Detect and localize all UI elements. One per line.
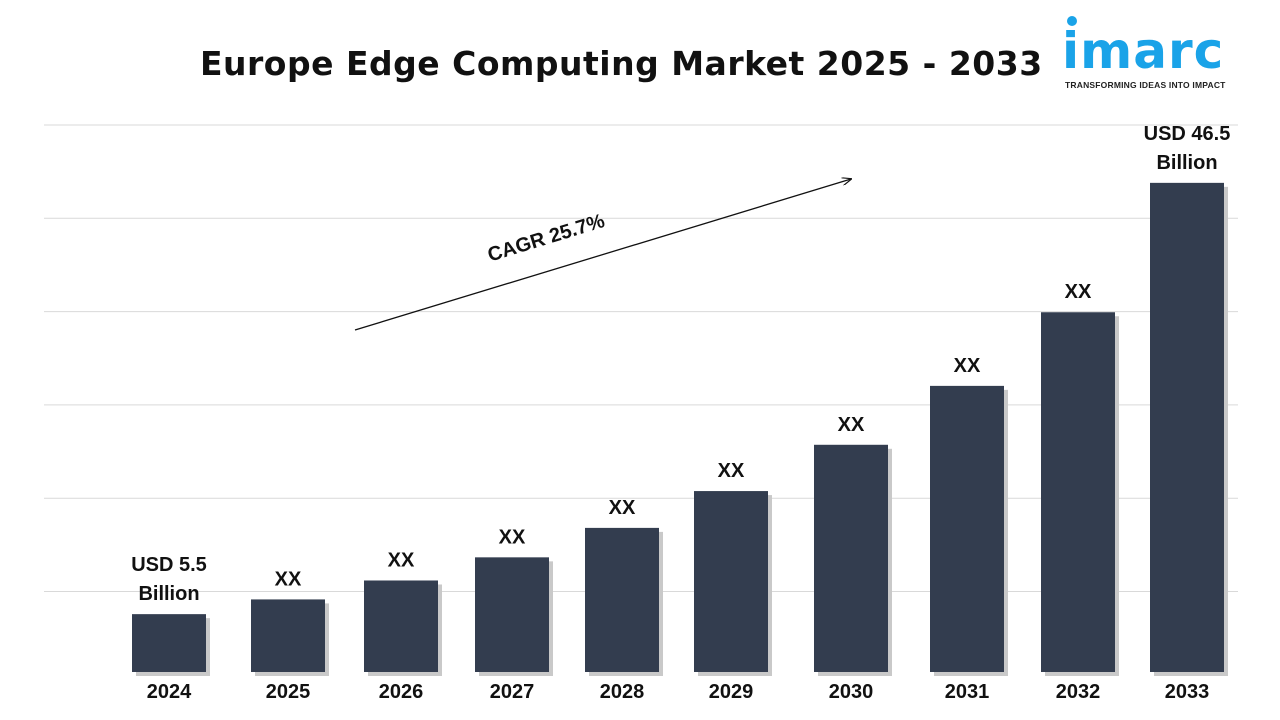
x-tick-label: 2029 bbox=[709, 681, 754, 703]
logo-dot-icon bbox=[1067, 16, 1077, 26]
imarc-logo: imarc TRANSFORMING IDEAS INTO IMPACT bbox=[1062, 14, 1247, 94]
cagr-arrow bbox=[354, 179, 851, 331]
bar-2031 bbox=[930, 385, 1004, 672]
bar-2030 bbox=[814, 444, 888, 672]
bar-2029 bbox=[694, 491, 768, 672]
x-tick-labels: 2024 2025 2026 2027 2028 2029 2030 2031 2032 2033 bbox=[147, 681, 1210, 703]
x-tick-label: 2028 bbox=[600, 681, 645, 703]
data-label: XX bbox=[1065, 281, 1092, 303]
bar-2032 bbox=[1041, 312, 1115, 672]
bar-2024 bbox=[132, 614, 206, 672]
x-tick-label: 2030 bbox=[829, 681, 874, 703]
data-label: XX bbox=[388, 549, 415, 571]
bar-2028 bbox=[585, 527, 659, 672]
x-tick-label: 2033 bbox=[1165, 681, 1210, 703]
x-tick-label: 2032 bbox=[1056, 681, 1101, 703]
data-label: USD 46.5 bbox=[1144, 123, 1231, 145]
data-label: XX bbox=[275, 568, 302, 590]
data-label: USD 5.5 bbox=[131, 554, 207, 576]
bar-2025 bbox=[251, 599, 325, 672]
bar-2026 bbox=[364, 580, 438, 672]
bars bbox=[132, 182, 1228, 676]
data-label: XX bbox=[609, 497, 636, 519]
x-tick-label: 2025 bbox=[266, 681, 311, 703]
data-label: XX bbox=[954, 355, 981, 377]
data-label: XX bbox=[838, 414, 865, 436]
x-tick-label: 2026 bbox=[379, 681, 424, 703]
bar-2027 bbox=[475, 557, 549, 672]
bar-2033 bbox=[1150, 182, 1224, 672]
x-tick-label: 2031 bbox=[945, 681, 990, 703]
data-label: XX bbox=[718, 460, 745, 482]
cagr-annotation: CAGR 25.7% bbox=[354, 179, 851, 331]
data-label: Billion bbox=[1156, 152, 1217, 174]
x-tick-label: 2027 bbox=[490, 681, 535, 703]
data-label: Billion bbox=[138, 583, 199, 605]
data-label: XX bbox=[499, 526, 526, 548]
x-tick-label: 2024 bbox=[147, 681, 192, 703]
logo-tagline: TRANSFORMING IDEAS INTO IMPACT bbox=[1065, 80, 1226, 90]
chart-title: Europe Edge Computing Market 2025 - 2033 bbox=[200, 44, 1043, 83]
data-labels: USD 5.5 Billion XX XX XX XX XX XX XX XX USD 46.5 Bi… bbox=[131, 123, 1230, 605]
logo-wordmark: imarc bbox=[1062, 22, 1225, 80]
